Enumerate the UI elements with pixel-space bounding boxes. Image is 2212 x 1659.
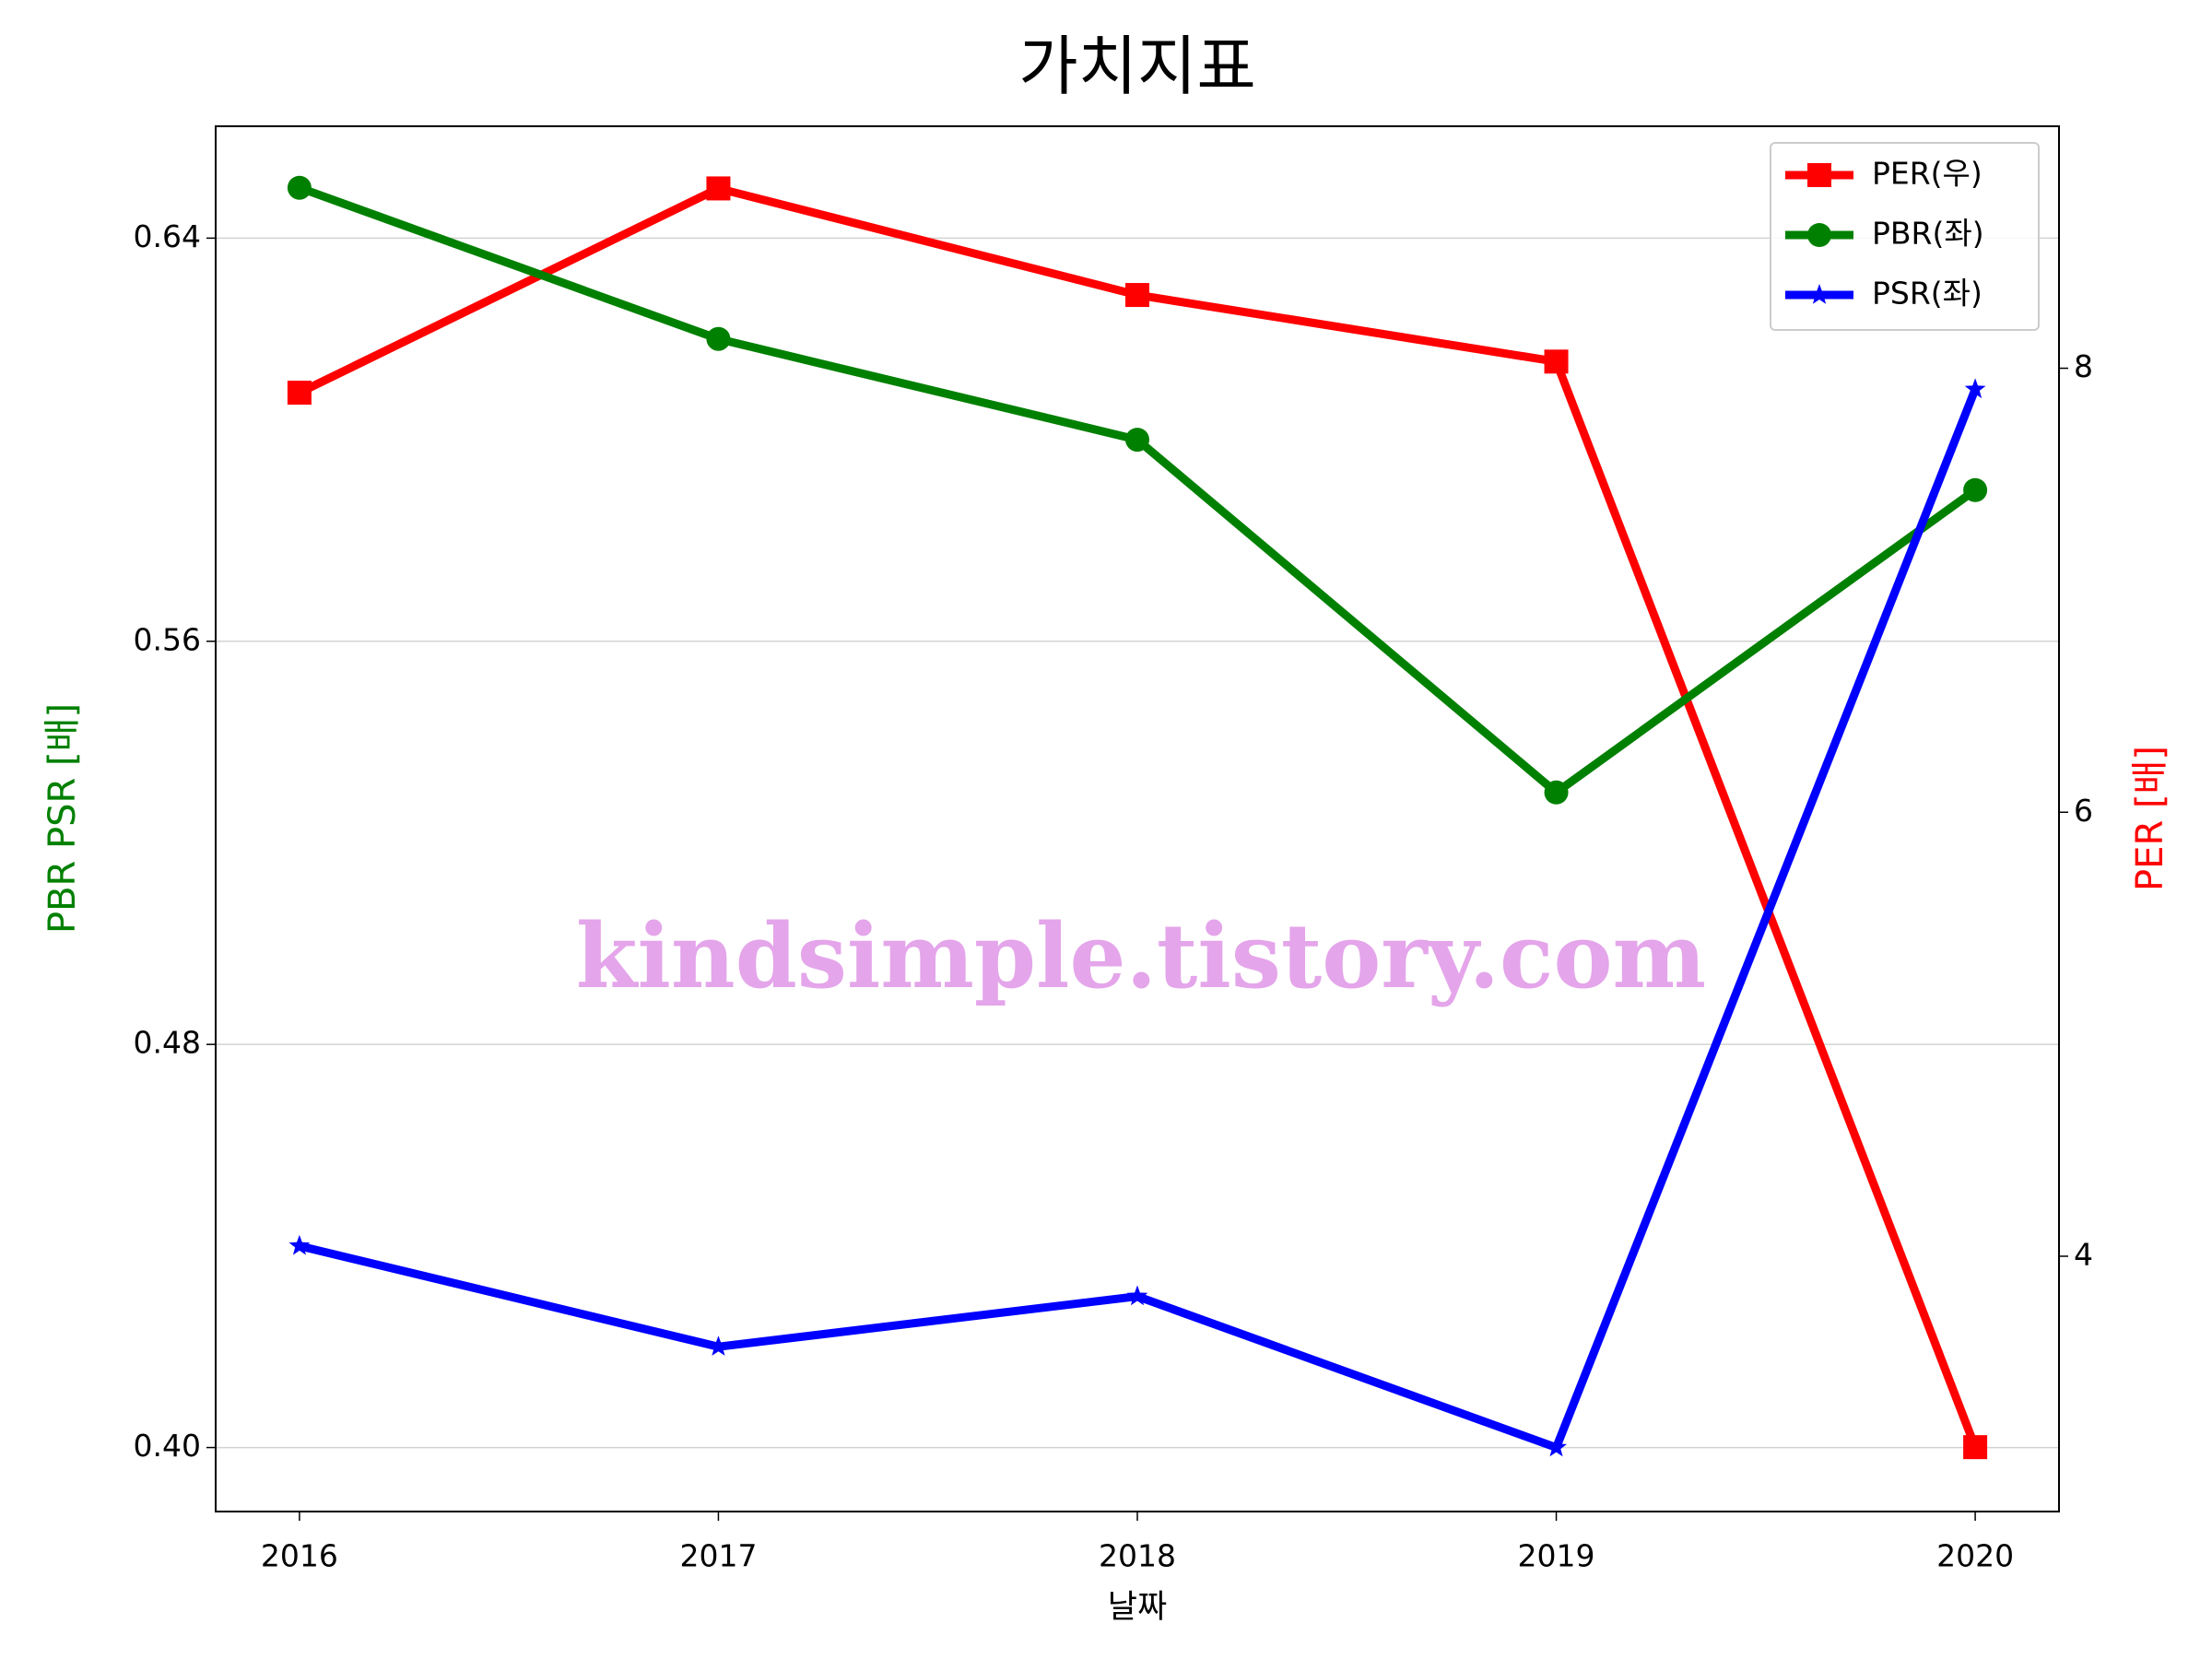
plot-area: 0.40 0.48 0.56 0.64 4 6 8 2016 2017 2018 2019 2020 P… — [134, 125, 2093, 1574]
y2-tick-label: 8 — [2074, 348, 2093, 384]
marker — [706, 176, 731, 201]
plot-frame — [215, 125, 2060, 1512]
marker — [1125, 428, 1149, 453]
x-tick-label: 2018 — [1099, 1538, 1176, 1574]
y2-axis-label: PER [배] — [2129, 746, 2171, 891]
y-tick-label: 0.64 — [134, 218, 201, 254]
marker — [706, 326, 731, 351]
x-tick-label: 2020 — [1936, 1538, 2014, 1574]
marker — [1125, 283, 1149, 308]
marker — [1963, 477, 1988, 502]
watermark: kindsimple.tistory.com — [576, 904, 1706, 1008]
legend-box — [1770, 142, 2040, 331]
marker — [1544, 780, 1569, 805]
marker — [1963, 1435, 1988, 1460]
y-tick-label: 0.48 — [134, 1025, 201, 1061]
x-axis-label: 날짜 — [1108, 1589, 1167, 1626]
x-tick-label: 2019 — [1518, 1538, 1595, 1574]
x-tick-label: 2016 — [261, 1538, 338, 1574]
marker — [287, 381, 312, 406]
y2-tick-label: 4 — [2074, 1237, 2093, 1273]
marker — [1546, 1436, 1567, 1457]
x-tick-label: 2017 — [679, 1538, 757, 1574]
y-tick-label: 0.56 — [134, 621, 201, 657]
marker — [708, 1335, 729, 1356]
legend-label: PSR(좌) — [1872, 276, 1983, 312]
chart-title: 가치지표 — [1018, 29, 1256, 104]
y-axis-label: PBR PSR [배] — [41, 703, 84, 934]
marker — [1544, 349, 1569, 374]
y2-tick-label: 6 — [2074, 793, 2093, 829]
marker — [1807, 163, 1831, 187]
marker — [1964, 378, 1986, 399]
marker — [1126, 1285, 1148, 1306]
legend: PER(우) PBR(좌) PSR(좌) — [1770, 142, 2040, 331]
legend-label: PER(우) — [1872, 156, 1983, 192]
marker — [1807, 223, 1831, 247]
marker — [287, 175, 312, 200]
marker — [288, 1234, 311, 1255]
marker — [1808, 284, 1830, 304]
legend-label: PBR(좌) — [1872, 216, 1984, 252]
y-tick-label: 0.40 — [134, 1428, 201, 1464]
